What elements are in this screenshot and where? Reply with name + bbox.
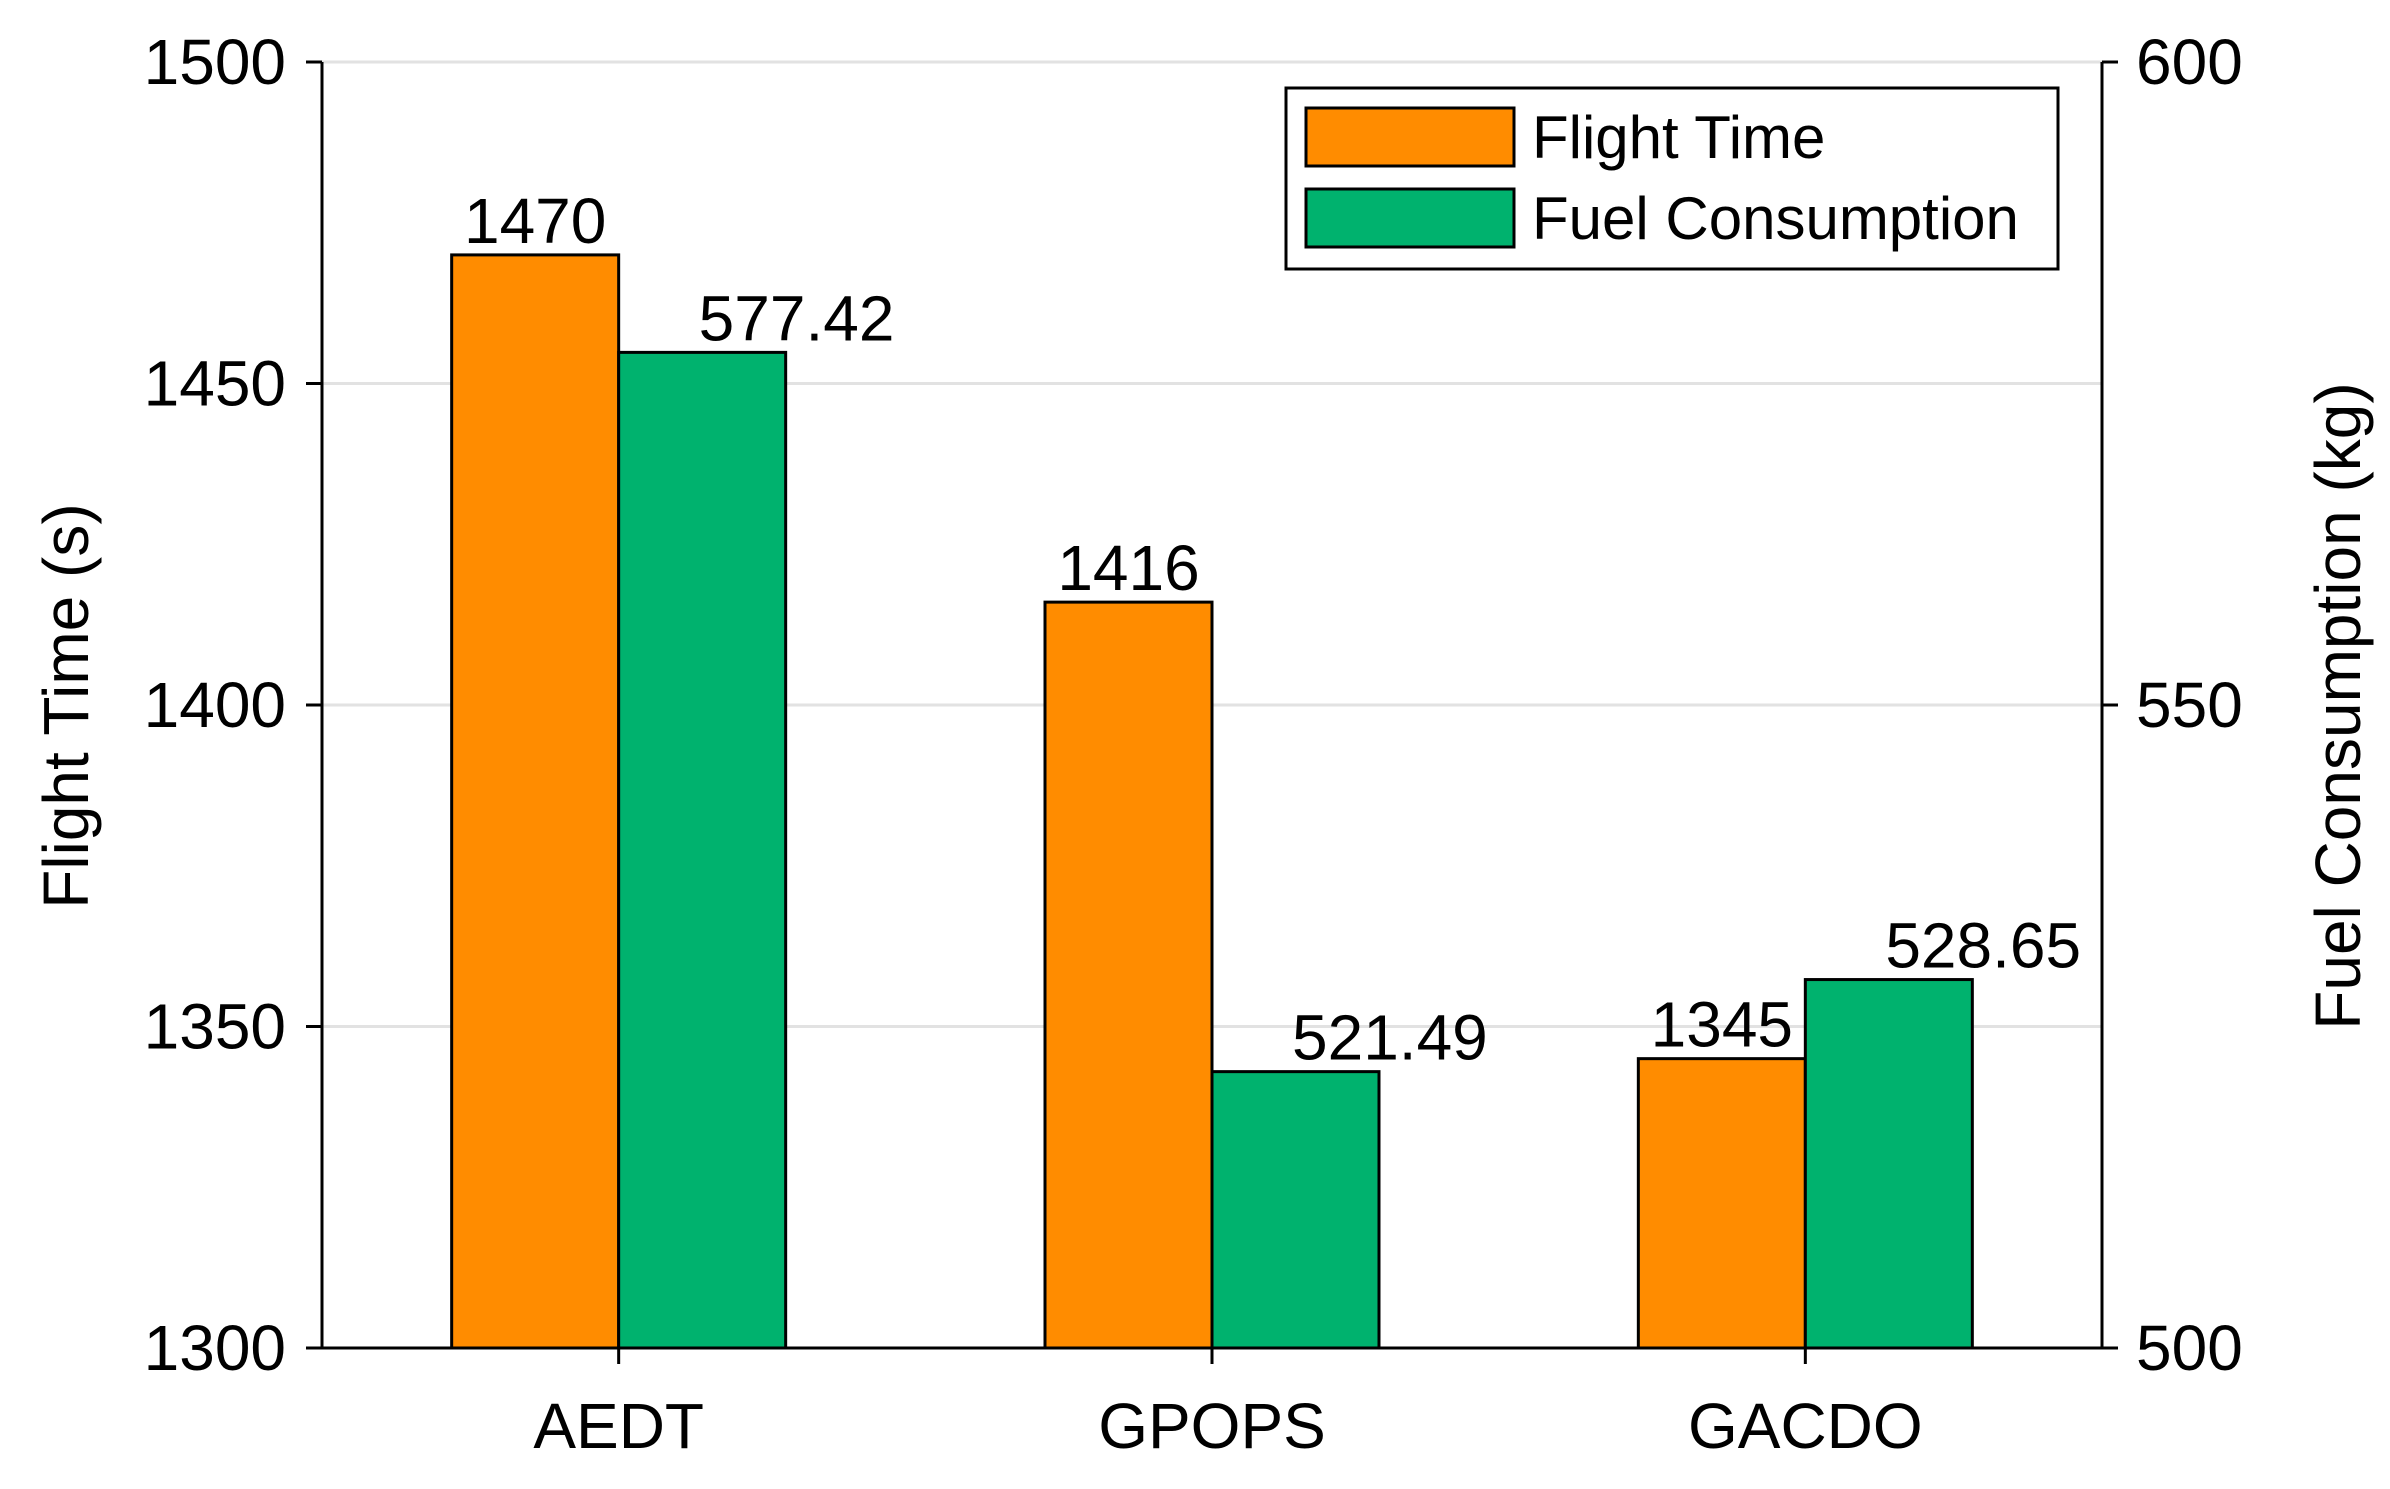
legend-label-fuel-consumption: Fuel Consumption bbox=[1532, 185, 2019, 252]
data-label-fuel-consumption: 528.65 bbox=[1885, 910, 2081, 982]
bar-fuel-consumption-gacdo bbox=[1803, 978, 1974, 1350]
bar-flight-time-gacdo bbox=[1636, 1057, 1807, 1350]
y-left-tick-label: 1350 bbox=[144, 991, 286, 1063]
y-right-tick-label: 550 bbox=[2136, 669, 2243, 741]
data-label-flight-time: 1345 bbox=[1651, 989, 1793, 1061]
legend-label-flight-time: Flight Time bbox=[1532, 104, 1825, 171]
data-label-fuel-consumption: 577.42 bbox=[699, 282, 895, 354]
legend-swatch-flight-time bbox=[1304, 106, 1516, 168]
legend-swatch-fuel-consumption bbox=[1304, 187, 1516, 249]
data-label-flight-time: 1470 bbox=[464, 185, 606, 257]
bar-fuel-consumption-gpops bbox=[1210, 1070, 1381, 1350]
bar-flight-time-gpops bbox=[1043, 600, 1214, 1350]
y-right-axis-title: Fuel Consumption (kg) bbox=[2302, 382, 2374, 1029]
data-label-fuel-consumption: 521.49 bbox=[1292, 1002, 1488, 1074]
y-left-axis-title: Flight Time (s) bbox=[30, 503, 102, 908]
x-tick-label-aedt: AEDT bbox=[533, 1390, 704, 1462]
y-left-tick-label: 1500 bbox=[144, 26, 286, 98]
y-right-tick-label: 500 bbox=[2136, 1312, 2243, 1384]
y-left-tick-label: 1400 bbox=[144, 669, 286, 741]
x-tick-label-gacdo: GACDO bbox=[1688, 1390, 1923, 1462]
bars bbox=[450, 253, 1974, 1350]
axes: AEDT GPOPS GACDO 1300 1350 1400 1450 1500 500 550… bbox=[144, 26, 2243, 1462]
bar-flight-time-aedt bbox=[450, 253, 621, 1350]
data-labels: 1470 577.42 1416 521.49 1345 528.65 bbox=[464, 185, 2081, 1074]
data-label-flight-time: 1416 bbox=[1057, 532, 1199, 604]
y-left-tick-label: 1450 bbox=[144, 348, 286, 420]
x-tick-label-gpops: GPOPS bbox=[1098, 1390, 1326, 1462]
bar-fuel-consumption-aedt bbox=[617, 350, 788, 1350]
legend: Flight Time Fuel Consumption bbox=[1284, 86, 2060, 271]
y-left-tick-label: 1300 bbox=[144, 1312, 286, 1384]
y-right-tick-label: 600 bbox=[2136, 26, 2243, 98]
